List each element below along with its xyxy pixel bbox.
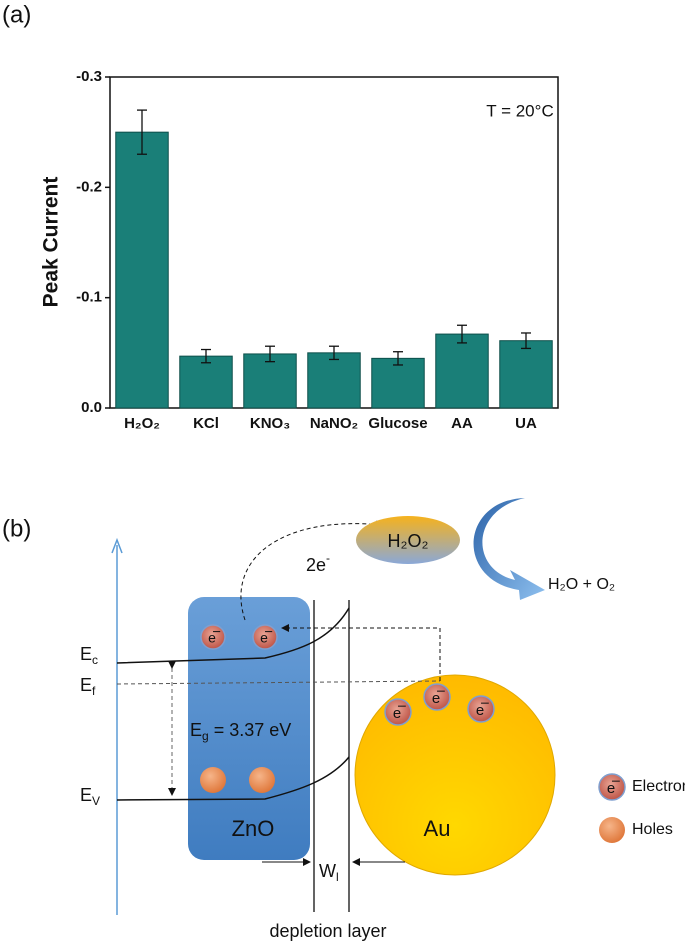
bar	[115, 131, 169, 409]
zno-label: ZnO	[232, 816, 275, 841]
fermi-level	[116, 680, 441, 685]
y-tick-label: -0.1	[76, 289, 102, 306]
y-tick-label: -0.3	[76, 68, 102, 85]
depletion-label: depletion layer	[269, 921, 386, 941]
electron-symbol: e	[607, 780, 615, 797]
level-label: Ef	[80, 675, 96, 698]
level-label: Ec	[80, 644, 98, 667]
electron	[598, 773, 626, 801]
electron-symbol: e	[208, 630, 216, 646]
level-label: EV	[80, 785, 100, 808]
conduction-band	[116, 607, 350, 664]
axis-arrow	[111, 537, 123, 554]
electron	[384, 698, 412, 726]
x-tick-label: H₂O₂	[124, 415, 160, 432]
reactant: H₂O₂	[388, 531, 429, 551]
bar	[307, 352, 361, 409]
electron	[252, 624, 278, 650]
bar	[371, 357, 425, 409]
au-particle	[354, 674, 556, 876]
width-label: Wl	[319, 861, 339, 884]
x-tick-label: Glucose	[368, 415, 427, 432]
hole	[599, 817, 625, 843]
x-tick-label: NaNO₂	[310, 415, 358, 432]
panel-label: (b)	[2, 515, 31, 542]
transfer-label: 2e-	[306, 551, 330, 575]
au-label: Au	[424, 816, 451, 841]
panel-label: (a)	[2, 1, 31, 28]
legend-label: Electrons	[632, 778, 685, 795]
transfer-arrow	[240, 520, 384, 621]
x-tick-label: UA	[515, 415, 537, 432]
valence-band	[116, 756, 350, 801]
bar	[499, 340, 553, 409]
bar	[243, 353, 297, 409]
band-gap: Eg = 3.37 eV	[190, 720, 291, 743]
electron-flow	[281, 624, 441, 688]
legend-label: Holes	[632, 821, 673, 838]
chart: Peak Current T = 20°C 0.0 -0.1 -0.2 -0.3 H₂O…	[40, 68, 559, 432]
bar	[435, 333, 489, 409]
electron	[467, 695, 495, 723]
hole	[249, 767, 275, 793]
y-axis-title: Peak Current	[40, 177, 63, 308]
electron	[423, 683, 451, 711]
bar	[179, 355, 233, 409]
electron-symbol: e	[476, 702, 484, 719]
y-tick-label: -0.2	[76, 178, 102, 195]
x-tick-label: AA	[451, 415, 473, 432]
x-tick-label: KNO₃	[250, 415, 290, 432]
electron-symbol: e	[393, 705, 401, 722]
electron	[200, 624, 226, 650]
reaction-arrow	[473, 498, 545, 600]
annotation: T = 20°C	[486, 101, 553, 120]
diagram: 2e- H₂O₂ H₂O + O₂ Ec Ef EV Eg = 3.37 eV …	[80, 498, 685, 941]
zno-block	[188, 597, 310, 860]
products: H₂O + O₂	[548, 576, 615, 593]
h2o2-bubble	[356, 516, 460, 564]
hole	[200, 767, 226, 793]
electron-symbol: e	[432, 690, 440, 707]
y-tick-label: 0.0	[81, 399, 102, 416]
electron-symbol: e	[260, 630, 268, 646]
x-tick-label: KCl	[193, 415, 219, 432]
